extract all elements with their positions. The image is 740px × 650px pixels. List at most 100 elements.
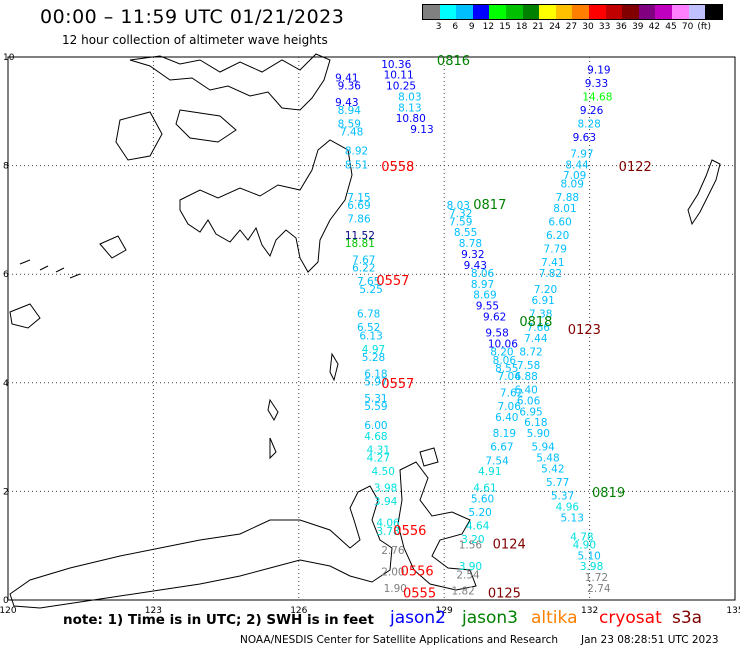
legend-swatch <box>705 5 722 19</box>
wave-height-value: 4.68 <box>364 431 387 443</box>
wave-height-value: 7.88 <box>556 192 579 204</box>
wave-height-value: 5.25 <box>359 284 382 296</box>
wave-height-value: 7.62 <box>500 387 523 399</box>
halmahera-coastline <box>397 461 477 591</box>
legend-label: 21 <box>532 22 544 32</box>
wave-height-value: 7.86 <box>347 214 371 226</box>
island-sangihe <box>329 352 339 382</box>
wave-height-value: 8.06 <box>493 355 517 367</box>
satellite-legend-cryosat: cryosat <box>599 608 662 628</box>
wave-height-value: 8.19 <box>493 428 516 440</box>
legend-swatch <box>522 5 540 19</box>
coastlines <box>9 53 721 609</box>
wave-height-value: 6.52 <box>357 322 380 334</box>
wave-height-value: 4.06 <box>376 518 400 530</box>
wave-height-value: 6.91 <box>531 295 554 307</box>
wave-height-value: 5.60 <box>471 493 494 505</box>
wave-height-value: 4.61 <box>473 482 496 494</box>
pass-time-label: 0817 <box>473 198 506 213</box>
lat-lon-grid <box>7 56 736 601</box>
wave-height-value: 7.58 <box>517 360 540 372</box>
island-palau <box>687 159 721 226</box>
color-legend: 3 6 9 12 15 18 21 24 27 30 33 36 39 42 45 70 (ft) <box>422 4 723 32</box>
wave-height-value: 7.44 <box>524 333 548 345</box>
wave-height-value: 7.79 <box>544 243 567 255</box>
legend-label: 27 <box>565 22 578 32</box>
wave-height-value: 3.90 <box>459 561 482 573</box>
legend-label: 30 <box>582 22 594 32</box>
pass-time-label: 0556 <box>393 524 426 539</box>
pass-time-label: 0125 <box>488 586 521 601</box>
wave-height-value: 2.74 <box>587 583 611 595</box>
wave-height-value: 8.01 <box>553 203 576 215</box>
wave-height-value: 9.63 <box>573 132 596 144</box>
wave-height-value: 8.03 <box>447 200 470 212</box>
wave-height-value: 4.90 <box>573 539 596 551</box>
wave-height-value: 2.54 <box>456 569 480 581</box>
wave-height-value: 9.36 <box>338 81 362 93</box>
map-frame <box>7 56 736 601</box>
legend-label: 6 <box>452 22 459 32</box>
wave-height-value: 4.31 <box>367 444 390 456</box>
wave-height-value: 8.69 <box>473 290 496 302</box>
wave-height-value: 7.20 <box>534 284 557 296</box>
wave-height-value: 6.69 <box>347 200 370 212</box>
legend-label: 70 <box>681 22 694 32</box>
wave-height-value: 9.32 <box>461 249 484 261</box>
wave-height-value: 5.59 <box>364 401 387 413</box>
pass-time-label: 0558 <box>381 160 414 175</box>
note-text: note: 1) Time is in UTC; 2) SWH is in fe… <box>63 612 374 628</box>
wave-height-value: 6.88 <box>514 371 537 383</box>
wave-height-value: 7.15 <box>347 192 370 204</box>
mindanao-coastline <box>179 139 353 273</box>
wave-height-value: 7.09 <box>563 170 586 182</box>
y-tick-label: 4 <box>3 379 9 389</box>
legend-swatch <box>588 5 606 19</box>
wave-height-value: 1.90 <box>384 583 407 595</box>
legend-label: (ft) <box>697 22 711 32</box>
legend-swatch <box>489 5 506 19</box>
wave-height-value: 5.77 <box>546 477 569 489</box>
legend-swatch <box>622 5 639 19</box>
legend-label: 45 <box>665 22 677 32</box>
pass-time-label: 0816 <box>437 54 470 69</box>
wave-height-value: 10.25 <box>386 81 416 93</box>
wave-height-value: 7.65 <box>357 276 380 288</box>
legend-swatch <box>439 5 457 19</box>
wave-height-value: 4.97 <box>362 344 385 356</box>
wave-height-value: 18.81 <box>345 238 375 250</box>
satellite-legend-altika: altika <box>531 608 578 628</box>
wave-height-value: 4.64 <box>466 520 490 532</box>
wave-height-value: 8.94 <box>338 105 362 117</box>
x-tick-label: 132 <box>581 606 598 616</box>
wave-height-value: 5.28 <box>362 352 385 364</box>
wave-height-value: 8.13 <box>398 102 421 114</box>
wave-height-value: 10.80 <box>396 113 426 125</box>
legend-swatches <box>422 4 723 20</box>
legend-swatch <box>572 5 589 19</box>
wave-height-value: 3.98 <box>580 561 603 573</box>
wave-height-value: 1.56 <box>459 539 483 551</box>
legend-label: 39 <box>632 22 644 32</box>
pass-time-label: 0818 <box>519 315 552 330</box>
wave-height-value: 2.00 <box>381 567 404 579</box>
wave-height-value: 8.55 <box>495 363 518 375</box>
wave-height-value: 5.13 <box>561 512 584 524</box>
legend-swatch <box>605 5 623 19</box>
wave-height-value: 1.72 <box>585 572 608 584</box>
legend-label: 36 <box>615 22 627 32</box>
sulawesi-coastline <box>9 485 393 609</box>
legend-label: 42 <box>648 22 661 32</box>
wave-height-value: 8.72 <box>519 347 542 359</box>
wave-height-value: 9.13 <box>410 124 433 136</box>
legend-labels: 3 6 9 12 15 18 21 24 27 30 33 36 39 42 45 70 (ft) <box>422 20 723 32</box>
wave-height-value: 8.03 <box>398 91 421 103</box>
wave-height-value: 6.18 <box>524 417 547 429</box>
pass-time-label: 0122 <box>619 160 652 175</box>
wave-height-value: 7.32 <box>449 208 472 220</box>
wave-height-value: 5.37 <box>551 491 574 503</box>
wave-height-value: 8.92 <box>345 146 368 158</box>
wave-height-value: 7.82 <box>539 268 562 280</box>
pass-time-label: 0123 <box>568 323 601 338</box>
wave-height-value: 6.06 <box>517 396 541 408</box>
